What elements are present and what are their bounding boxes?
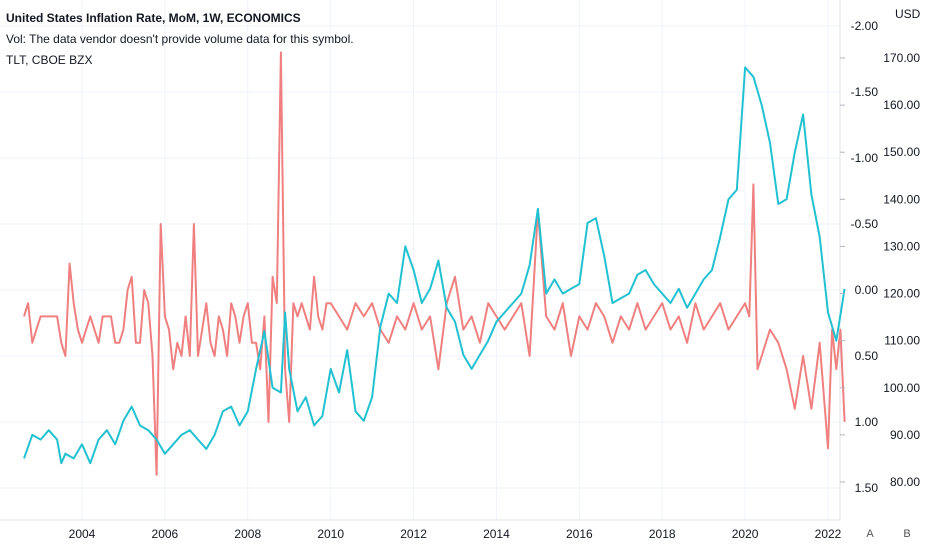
x-tick-label: 2018 <box>649 527 676 541</box>
inflation-series-line[interactable] <box>23 51 846 476</box>
x-tick-label: 2016 <box>566 527 593 541</box>
inflation-tick-label: -0.50 <box>851 217 879 231</box>
x-tick-label: 2008 <box>234 527 261 541</box>
tlt-tick-label: 110.00 <box>884 334 920 348</box>
currency-label: USD <box>895 7 921 21</box>
x-tick-label: 2014 <box>483 527 510 541</box>
gridlines <box>0 0 840 520</box>
x-tick-label: 2010 <box>317 527 344 541</box>
x-tick-label: 2004 <box>69 527 96 541</box>
tlt-tick-label: 170.00 <box>883 51 920 65</box>
inflation-tick-label: 1.00 <box>855 415 879 429</box>
series-group <box>23 51 846 476</box>
legend-tlt-series[interactable]: TLT, CBOE BZX <box>6 53 93 67</box>
log-scale-button[interactable]: B <box>903 528 911 540</box>
tlt-tick-label: 140.00 <box>883 192 920 206</box>
tlt-tick-label: 130.00 <box>883 239 920 253</box>
chart-legend: United States Inflation Rate, MoM, 1W, E… <box>6 8 354 71</box>
inflation-tick-label: -1.00 <box>851 151 879 165</box>
tlt-tick-label: 160.00 <box>883 98 920 112</box>
tlt-series-line[interactable] <box>23 66 846 465</box>
inflation-tick-label: 0.50 <box>855 349 879 363</box>
x-tick-label: 2006 <box>152 527 179 541</box>
legend-volume-note: Vol: The data vendor doesn't provide vol… <box>6 32 354 46</box>
tlt-tick-label: 100.00 <box>883 381 920 395</box>
legend-main-series[interactable]: United States Inflation Rate, MoM, 1W, E… <box>6 11 301 25</box>
x-tick-label: 2020 <box>732 527 759 541</box>
tlt-tick-label: 90.00 <box>890 428 920 442</box>
time-axis-ticks: 2004 2006 2008 2010 2012 2014 2016 2018 2020 2022 <box>69 527 842 541</box>
auto-scale-button[interactable]: A <box>866 528 874 540</box>
inflation-tick-label: 1.50 <box>855 481 879 495</box>
x-tick-label: 2022 <box>815 527 842 541</box>
inflation-tick-label: 0.00 <box>855 283 879 297</box>
tlt-tick-label: 120.00 <box>883 287 920 301</box>
tlt-tick-label: 150.00 <box>883 145 920 159</box>
tlt-tick-label: 80.00 <box>890 475 920 489</box>
inflation-tick-label: -1.50 <box>851 85 879 99</box>
tlt-axis-ticks: 170.00 160.00 150.00 140.00 130.00 120.00 110.… <box>840 51 920 489</box>
inflation-tick-label: -2.00 <box>851 19 879 33</box>
x-tick-label: 2012 <box>400 527 427 541</box>
inflation-axis-ticks: -2.00 -1.50 -1.00 -0.50 0.00 0.50 1.00 1.50 <box>851 19 879 495</box>
